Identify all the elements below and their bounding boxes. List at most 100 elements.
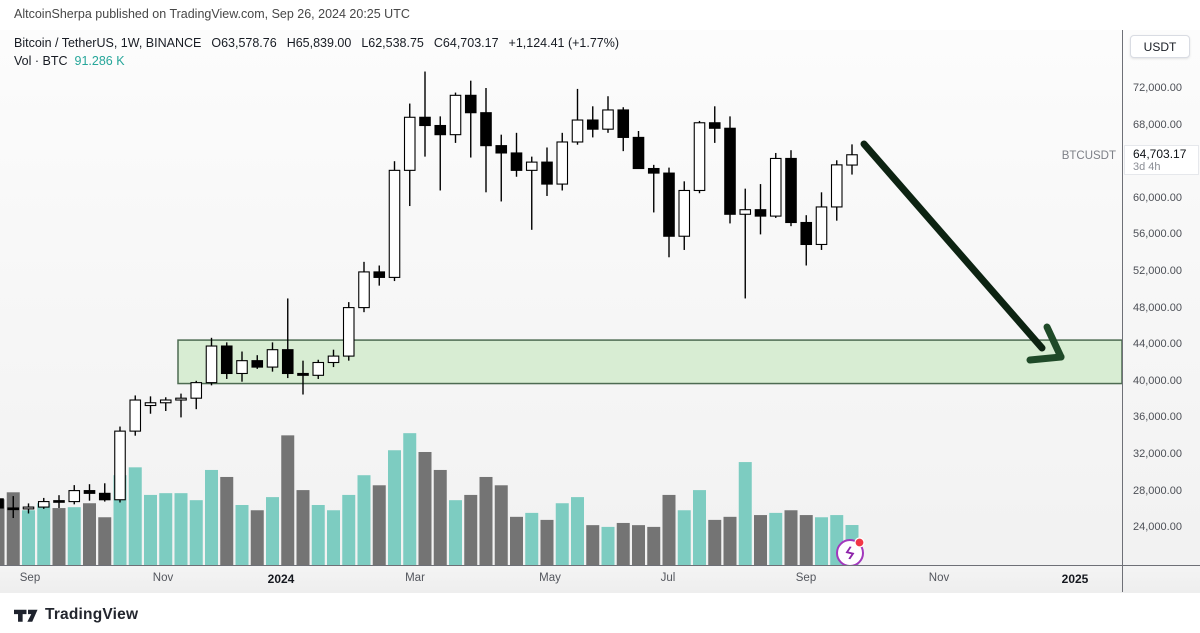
price-tick-label: 24,000.00 <box>1133 521 1182 534</box>
price-tick-label: 52,000.00 <box>1133 265 1182 277</box>
symbol-legend[interactable]: Bitcoin / TetherUS, 1W, BINANCE O63,578.… <box>14 36 619 50</box>
time-tick-label: May <box>539 572 561 584</box>
candle-up <box>739 209 752 215</box>
volume-bar <box>342 494 356 565</box>
price-tick-label: 60,000.00 <box>1133 191 1182 204</box>
volume-bar <box>327 510 340 565</box>
candle-down <box>663 172 675 237</box>
volume-bar <box>799 515 813 565</box>
volume-bar <box>738 462 752 565</box>
volume-bar <box>586 525 600 565</box>
volume-bar <box>281 435 295 565</box>
candle-down <box>0 498 4 509</box>
candle-up <box>815 206 828 246</box>
volume-bar <box>571 497 584 565</box>
candle-up <box>37 501 50 508</box>
candle-down <box>281 349 294 375</box>
volume-bar <box>647 526 661 565</box>
candle-down <box>785 157 797 224</box>
price-axis[interactable]: USDT 64,703.17 3d 4h 72,000.00 68,000.00 6… <box>1122 30 1200 592</box>
bar-countdown: 3d 4h <box>1133 161 1161 173</box>
price-tick-label: 56,000.00 <box>1133 228 1182 241</box>
candle-up <box>556 141 569 185</box>
pair-watermark-label: BTCUSDT <box>1061 150 1116 162</box>
candle-up <box>327 355 340 364</box>
time-tick-label: Sep <box>795 572 817 584</box>
candle-up <box>525 161 538 171</box>
price-tick-label: 32,000.00 <box>1133 448 1182 460</box>
volume-bar <box>0 499 5 565</box>
time-tick-label: Jul <box>660 572 676 584</box>
time-tick-label: 2025 <box>1061 572 1089 586</box>
price-tick-label: 36,000.00 <box>1133 411 1182 424</box>
volume-bar <box>632 525 645 565</box>
ohlc-change: +1,124.41 (+1.77%) <box>508 36 620 50</box>
idea-badge[interactable]: ϟ <box>836 537 865 565</box>
candle-up <box>678 189 691 237</box>
candle-up <box>693 122 706 192</box>
candle-down <box>495 145 508 154</box>
ohlc-open: O63,578.76 <box>211 36 277 50</box>
candle-down <box>617 109 630 138</box>
last-price-value: 64,703.17 <box>1133 147 1187 161</box>
candle-up <box>403 116 416 171</box>
volume-bar <box>784 510 798 565</box>
arrow-shaft <box>860 140 1046 352</box>
volume-bar <box>464 494 478 565</box>
candle-up <box>449 94 462 136</box>
ohlc-high: H65,839.00 <box>286 36 352 50</box>
candle-up <box>571 119 584 143</box>
candle-down <box>708 122 721 129</box>
volume-bar <box>723 516 737 565</box>
ohlc-low: L62,538.75 <box>361 36 424 50</box>
chart-panel[interactable]: ϟ Bitcoin / TetherUS, 1W, BINANCE O63,57… <box>0 30 1200 593</box>
volume-bar <box>311 504 325 565</box>
time-tick-label: Nov <box>928 572 950 584</box>
volume-bar <box>98 517 112 565</box>
trend-arrow[interactable] <box>860 140 1065 364</box>
candle-down <box>647 167 660 174</box>
price-chart[interactable]: ϟ <box>0 30 1122 565</box>
candle-down <box>419 116 431 127</box>
candle-up <box>358 271 370 309</box>
volume-legend[interactable]: Vol · BTC 91.286 K <box>14 54 125 68</box>
volume-bar <box>494 485 508 565</box>
volume-bar <box>662 494 676 565</box>
volume-bar <box>769 512 783 565</box>
time-axis[interactable]: Sep Nov 2024 Mar May Jul Sep Nov 2025 <box>0 565 1200 593</box>
volume-bar <box>403 433 417 565</box>
volume-bar <box>815 517 828 565</box>
attribution-text: AltcoinSherpa published on TradingView.c… <box>14 7 410 21</box>
tradingview-footer-link[interactable]: TradingView <box>14 606 138 624</box>
candle-down <box>98 492 111 501</box>
time-tick-label: Sep <box>19 572 41 584</box>
volume-bar <box>525 512 539 565</box>
volume-bar <box>510 516 523 565</box>
volume-bar <box>174 493 188 565</box>
price-tick-label: 40,000.00 <box>1133 374 1182 387</box>
candle-down <box>464 94 477 114</box>
volume-bar <box>52 508 66 565</box>
volume-bar <box>555 503 569 565</box>
volume-bar <box>22 510 35 565</box>
volume-bar <box>388 450 401 565</box>
last-price-label: 64,703.17 3d 4h <box>1124 145 1199 175</box>
volume-bar <box>708 519 722 565</box>
price-tick-label: 68,000.00 <box>1133 118 1182 131</box>
volume-bar <box>266 497 279 565</box>
time-tick-label: Mar <box>405 572 425 584</box>
currency-toggle-button[interactable]: USDT <box>1130 35 1190 58</box>
time-tick-label: 2024 <box>267 572 295 586</box>
candle-up <box>144 402 157 407</box>
symbol-title[interactable]: Bitcoin / TetherUS, 1W, BINANCE <box>14 36 202 50</box>
candle-down <box>510 152 523 171</box>
volume-bar <box>205 469 218 565</box>
candle-down <box>800 221 813 246</box>
candle-up <box>175 397 187 401</box>
candle-down <box>83 490 96 494</box>
volume-bar <box>189 500 203 565</box>
candle-down <box>297 372 309 376</box>
arrow-head <box>1043 323 1065 361</box>
volume-bar <box>250 510 264 565</box>
candle-down <box>632 136 645 170</box>
